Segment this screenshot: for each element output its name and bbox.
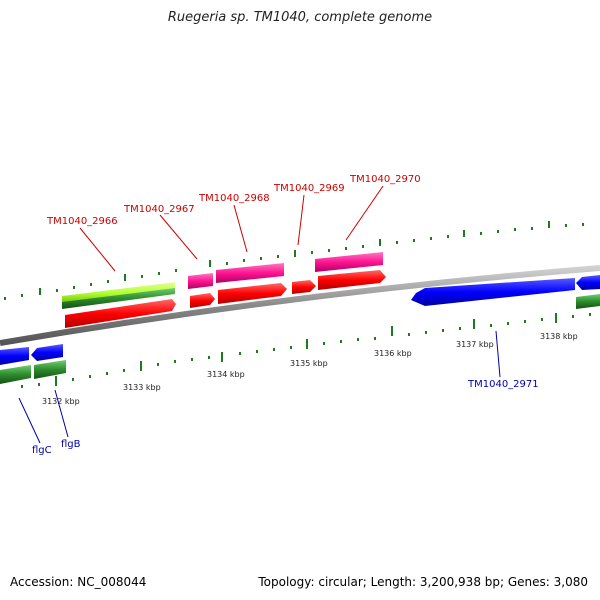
genome-backbone — [0, 265, 600, 346]
gene-label-tm1040-2970[interactable]: TM1040_2970 — [349, 174, 421, 185]
tick-label: 3134 kbp — [207, 370, 245, 379]
gene-bar-green[interactable] — [0, 365, 31, 384]
leader-line — [297, 194, 305, 246]
gene-label-tm1040-2966[interactable]: TM1040_2966 — [46, 216, 118, 227]
cds-arrow-red[interactable] — [318, 270, 386, 290]
gene-label-tm1040-2967[interactable]: TM1040_2967 — [123, 204, 195, 215]
gene-bar-green[interactable] — [576, 294, 600, 309]
tick-label: 3138 kbp — [540, 332, 578, 341]
gene-bar-green[interactable] — [62, 288, 175, 309]
cds-arrow-red[interactable] — [190, 293, 215, 308]
cds-arrow-red[interactable] — [65, 299, 176, 328]
leader-line — [345, 185, 384, 241]
gene-bar-magenta[interactable] — [216, 263, 284, 283]
gene-label-flgb[interactable]: flgB — [61, 439, 81, 450]
leader-line — [18, 397, 41, 444]
leader-line — [233, 204, 248, 253]
tick-label: 3136 kbp — [374, 349, 412, 358]
leader-line — [79, 227, 116, 272]
gene-label-tm1040-2968[interactable]: TM1040_2968 — [198, 193, 270, 204]
cds-arrow-blue[interactable] — [411, 278, 575, 306]
gene-label-tm1040-2971[interactable]: TM1040_2971 — [467, 379, 539, 390]
cds-arrow-red[interactable] — [218, 283, 287, 304]
gene-label-flgc[interactable]: flgC — [32, 445, 52, 456]
tick-label: 3133 kbp — [123, 383, 161, 392]
cds-arrow-blue[interactable] — [0, 347, 29, 365]
tick-label: 3132 kbp — [42, 397, 80, 406]
cds-arrow-red[interactable] — [292, 280, 316, 294]
gene-bar-green[interactable] — [34, 360, 66, 379]
genome-summary-text: Topology: circular; Length: 3,200,938 bp… — [258, 575, 588, 589]
bottom-tick-row — [21, 313, 591, 388]
tick-label: 3135 kbp — [290, 359, 328, 368]
genome-title: Ruegeria sp. TM1040, complete genome — [167, 10, 433, 25]
cds-arrow-blue[interactable] — [31, 344, 63, 361]
gene-bar-magenta[interactable] — [315, 252, 383, 272]
leader-line — [54, 389, 69, 438]
leader-line — [495, 330, 501, 378]
gene-bar-magenta[interactable] — [188, 273, 213, 289]
gene-label-tm1040-2969[interactable]: TM1040_2969 — [273, 183, 345, 194]
leader-line — [159, 214, 198, 260]
accession-text: Accession: NC_008044 — [10, 575, 147, 589]
tick-label: 3137 kbp — [456, 340, 494, 349]
top-tick-row — [4, 221, 584, 300]
cds-arrow-blue[interactable] — [576, 275, 600, 290]
